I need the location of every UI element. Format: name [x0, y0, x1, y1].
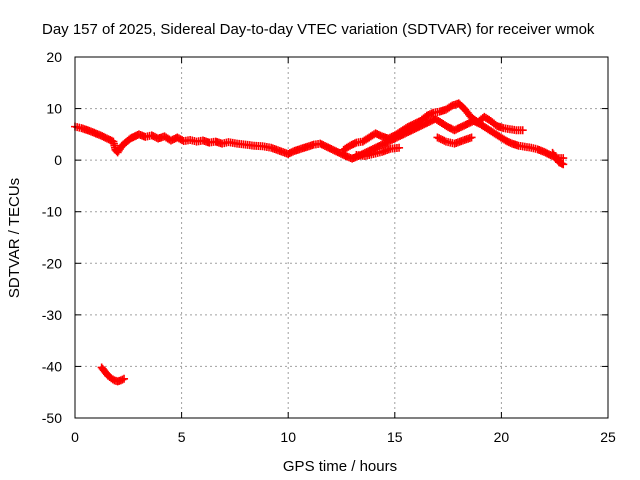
trace-marker: [419, 114, 428, 123]
trace-marker: [427, 109, 436, 118]
trace-marker: [308, 141, 317, 150]
y-tick-label: 10: [46, 101, 62, 117]
trace-marker: [440, 121, 449, 130]
trace-marker: [483, 114, 492, 123]
trace-marker: [393, 129, 402, 138]
trace-marker: [497, 123, 506, 132]
y-tick-label: -50: [42, 410, 62, 426]
trace-marker: [118, 375, 127, 384]
trace-marker: [75, 123, 84, 132]
y-tick-label: -40: [42, 358, 62, 374]
trace-marker: [392, 144, 401, 153]
trace-marker: [119, 140, 128, 149]
trace-marker: [356, 137, 365, 146]
trace-marker: [123, 136, 132, 145]
trace-marker: [485, 126, 494, 135]
trace-marker: [552, 155, 561, 164]
trace-marker: [492, 130, 501, 139]
trace-marker: [557, 159, 566, 168]
trace-marker: [101, 368, 110, 377]
x-tick-label: 15: [387, 429, 403, 445]
y-tick-label: -10: [42, 204, 62, 220]
y-tick-label: -20: [42, 255, 62, 271]
data-layer: [71, 99, 568, 386]
trace-marker: [265, 143, 274, 152]
y-tick-label: -30: [42, 307, 62, 323]
trace-marker: [464, 110, 473, 119]
trace-marker: [434, 116, 443, 125]
trace-marker: [375, 148, 384, 157]
trace-marker: [438, 135, 447, 144]
trace-marker: [512, 141, 521, 150]
chart-title: Day 157 of 2025, Sidereal Day-to-day VTE…: [42, 21, 595, 38]
trace-marker: [445, 103, 454, 112]
trace-marker: [458, 103, 467, 112]
trace-marker: [498, 134, 507, 143]
y-axis-label: SDTVAR / TECUs: [6, 178, 23, 298]
trace-marker: [176, 135, 185, 144]
ticks: 0 5 10 15 20 25 -50 -40 -30 -20 -10 0 10 20: [42, 49, 616, 445]
trace-marker: [531, 144, 540, 153]
trace-marker: [362, 135, 371, 144]
x-tick-label: 25: [600, 429, 616, 445]
trace-marker: [433, 108, 442, 117]
trace-marker: [98, 364, 107, 373]
trace-marker: [115, 145, 124, 154]
y-tick-label: 20: [46, 49, 62, 65]
trace-marker: [440, 136, 449, 145]
x-tick-label: 20: [494, 429, 510, 445]
trace-marker: [479, 122, 488, 131]
series-1: [339, 99, 568, 169]
trace-marker: [465, 134, 474, 143]
x-tick-label: 10: [280, 429, 296, 445]
series-2: [97, 363, 129, 386]
grid: [75, 57, 608, 418]
x-tick-label: 5: [178, 429, 186, 445]
trace-marker: [516, 126, 525, 135]
plot-frame: [74, 56, 609, 419]
trace-marker: [489, 119, 498, 128]
trace-marker: [342, 143, 351, 152]
trace-marker: [400, 125, 409, 134]
y-tick-label: 0: [54, 152, 62, 168]
trace-marker: [384, 145, 393, 154]
trace-marker: [525, 143, 534, 152]
trace-marker: [350, 139, 359, 148]
x-tick-label: 0: [71, 429, 79, 445]
trace-marker: [367, 150, 376, 159]
x-axis-label: GPS time / hours: [283, 458, 397, 475]
